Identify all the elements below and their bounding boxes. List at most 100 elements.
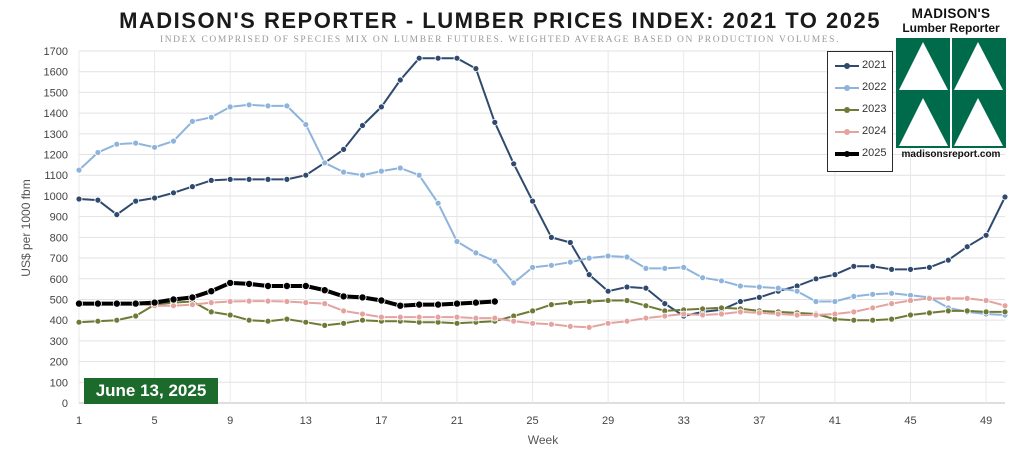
data-point-2021 bbox=[283, 175, 291, 183]
data-point-2025 bbox=[471, 298, 480, 307]
x-tick-label: 13 bbox=[300, 415, 312, 427]
y-tick-label: 200 bbox=[50, 357, 68, 369]
data-point-2023 bbox=[888, 315, 895, 323]
data-point-2025 bbox=[226, 278, 235, 287]
data-point-2024 bbox=[453, 313, 461, 321]
data-point-2021 bbox=[907, 265, 914, 273]
data-point-2024 bbox=[396, 313, 404, 321]
legend-label: 2025 bbox=[862, 147, 887, 159]
data-point-2024 bbox=[548, 320, 555, 328]
data-point-2025 bbox=[282, 281, 291, 290]
legend-item-2024: 2024 bbox=[832, 124, 892, 140]
data-point-2022 bbox=[623, 253, 631, 261]
legend-marker bbox=[844, 129, 850, 135]
data-point-2023 bbox=[264, 317, 272, 325]
data-point-2022 bbox=[302, 121, 310, 128]
data-point-2024 bbox=[566, 322, 574, 330]
data-point-2025 bbox=[490, 297, 499, 306]
y-tick-label: 1200 bbox=[44, 150, 68, 162]
data-point-2022 bbox=[491, 257, 499, 265]
data-point-2022 bbox=[132, 139, 140, 147]
data-point-2022 bbox=[321, 159, 329, 167]
data-point-2021 bbox=[661, 300, 669, 308]
data-point-2022 bbox=[604, 252, 612, 260]
data-point-2024 bbox=[680, 310, 688, 318]
data-point-2021 bbox=[377, 103, 385, 111]
data-point-2024 bbox=[831, 310, 839, 318]
data-point-2024 bbox=[472, 314, 480, 322]
data-point-2022 bbox=[548, 261, 555, 269]
data-point-2021 bbox=[869, 262, 877, 270]
data-point-2025 bbox=[112, 299, 121, 308]
data-point-2024 bbox=[982, 297, 990, 304]
data-point-2024 bbox=[321, 300, 329, 308]
data-point-2022 bbox=[850, 292, 858, 300]
data-point-2024 bbox=[377, 313, 385, 321]
logo-tree-icon bbox=[896, 38, 1006, 148]
data-point-2021 bbox=[75, 195, 83, 203]
y-tick-label: 1000 bbox=[44, 191, 68, 203]
legend-marker bbox=[844, 63, 850, 69]
data-point-2024 bbox=[340, 307, 348, 315]
data-point-2024 bbox=[963, 294, 971, 302]
legend-label: 2023 bbox=[862, 103, 887, 115]
y-tick-label: 1500 bbox=[44, 87, 68, 99]
data-point-2025 bbox=[207, 287, 216, 296]
data-point-2023 bbox=[982, 308, 990, 316]
series-line-2023 bbox=[78, 299, 1005, 327]
data-point-2024 bbox=[1001, 302, 1009, 310]
data-point-2021 bbox=[264, 175, 272, 183]
y-tick-label: 1100 bbox=[44, 170, 68, 182]
data-point-2022 bbox=[170, 137, 177, 145]
data-point-2022 bbox=[737, 282, 744, 290]
x-tick-label: 25 bbox=[526, 415, 538, 427]
data-point-2021 bbox=[472, 65, 480, 72]
data-point-2024 bbox=[245, 297, 253, 305]
data-point-2021 bbox=[1001, 193, 1009, 201]
data-point-2021 bbox=[548, 233, 555, 241]
data-point-2021 bbox=[623, 283, 631, 291]
data-point-2021 bbox=[642, 284, 650, 292]
data-point-2023 bbox=[529, 307, 536, 315]
data-point-2024 bbox=[926, 294, 933, 302]
data-point-2024 bbox=[585, 323, 593, 331]
data-point-2023 bbox=[604, 297, 612, 304]
series-2022 bbox=[75, 101, 1009, 319]
x-tick-label: 33 bbox=[678, 415, 690, 427]
data-point-2021 bbox=[302, 171, 310, 179]
y-axis-ticks: 0 100 200 300 400 500 600 700 800 900 1000 1100 1200… bbox=[44, 46, 68, 410]
data-point-2021 bbox=[982, 231, 990, 239]
data-point-2024 bbox=[170, 302, 177, 310]
data-point-2022 bbox=[94, 149, 102, 156]
data-point-2022 bbox=[415, 171, 423, 179]
data-point-2023 bbox=[245, 316, 253, 324]
x-tick-label: 17 bbox=[375, 415, 387, 427]
data-point-2022 bbox=[75, 166, 83, 174]
data-point-2022 bbox=[585, 254, 593, 262]
data-point-2021 bbox=[170, 189, 177, 197]
logo-url: madisonsreport.com bbox=[901, 149, 1001, 160]
data-point-2021 bbox=[113, 211, 121, 219]
data-point-2021 bbox=[188, 183, 196, 191]
data-point-2025 bbox=[93, 299, 102, 308]
data-point-2023 bbox=[718, 304, 725, 312]
data-point-2021 bbox=[453, 54, 461, 62]
data-point-2024 bbox=[793, 311, 801, 319]
data-point-2024 bbox=[642, 314, 650, 322]
data-point-2021 bbox=[529, 197, 536, 205]
data-point-2022 bbox=[472, 249, 480, 257]
logo-subtitle: Lumber Reporter bbox=[902, 21, 1000, 35]
data-point-2022 bbox=[718, 277, 725, 285]
data-point-2021 bbox=[226, 175, 234, 183]
data-point-2023 bbox=[226, 311, 234, 319]
data-point-2024 bbox=[774, 310, 782, 318]
data-point-2024 bbox=[264, 297, 272, 305]
data-point-2021 bbox=[207, 176, 215, 184]
data-point-2022 bbox=[642, 264, 650, 272]
data-point-2025 bbox=[358, 293, 367, 302]
data-point-2022 bbox=[831, 298, 839, 305]
data-point-2021 bbox=[132, 197, 140, 205]
data-point-2023 bbox=[963, 307, 971, 315]
data-point-2024 bbox=[718, 310, 725, 318]
data-point-2022 bbox=[510, 279, 518, 287]
